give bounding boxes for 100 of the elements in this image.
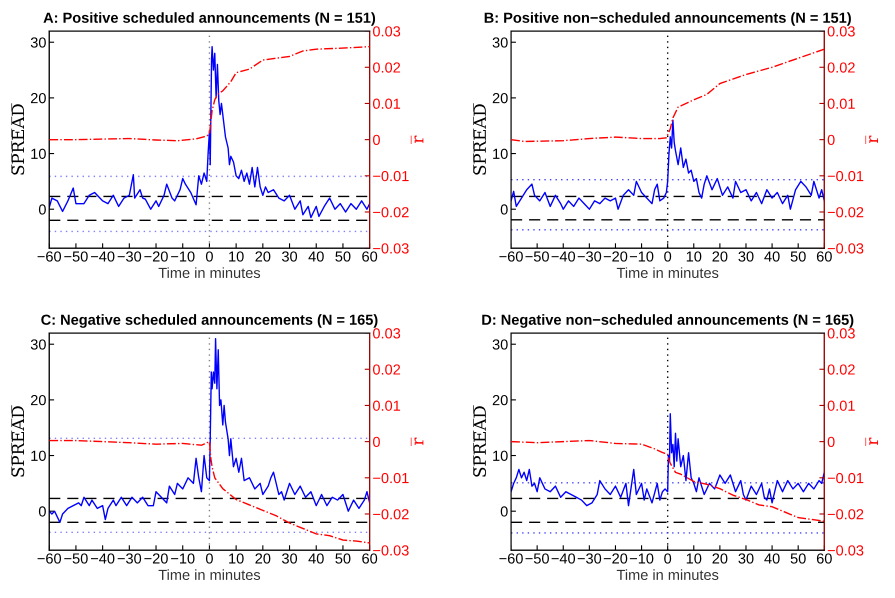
y-tick-label: 0	[38, 204, 46, 215]
y2-tick-label: −0.01	[828, 472, 864, 484]
x-tick-label: 40	[308, 553, 324, 564]
y2-tick-label: −0.02	[828, 207, 864, 218]
x-tick-label: 20	[255, 553, 270, 564]
y-tick-label: 0	[500, 204, 508, 215]
y-tick-label: 30	[30, 37, 46, 48]
y-tick-label: 30	[492, 37, 508, 48]
y2-tick-label: 0	[828, 134, 835, 146]
x-tick-label: −60	[38, 553, 62, 564]
y2-tick-label: −0.01	[373, 170, 409, 182]
y-tick-label: 20	[492, 394, 508, 406]
x-tick-label: −50	[526, 251, 549, 262]
x-tick-label: 50	[335, 251, 350, 262]
line-series	[49, 440, 370, 544]
y2-tick-label: −0.02	[373, 207, 409, 218]
x-tick-label: −20	[604, 553, 628, 564]
x-tick-label: −60	[38, 251, 62, 262]
y-tick-label: 20	[492, 92, 508, 104]
y2-tick-label: 0.03	[372, 26, 400, 37]
x-tick-label: 10	[686, 553, 702, 564]
chart-title: D: Negative non−scheduled announcements (N = 165)	[482, 314, 854, 328]
x-tick-label: −40	[552, 251, 576, 262]
x-tick-label: −50	[526, 553, 549, 564]
x-tick-label: 50	[335, 553, 350, 564]
x-tick-label: 0	[664, 251, 672, 262]
x-axis-title: Time in minutes	[616, 267, 718, 278]
y2-tick-label: 0.01	[372, 400, 400, 411]
y-tick-label: 20	[30, 92, 46, 104]
x-tick-label: 40	[764, 251, 780, 262]
y-tick-label: 10	[31, 148, 46, 159]
x-tick-label: 50	[790, 251, 806, 262]
x-tick-label: 40	[308, 251, 324, 262]
x-axis-title: Time in minutes	[158, 267, 260, 278]
y2-tick-label: 0.03	[372, 328, 400, 339]
y-tick-label: 30	[30, 339, 46, 350]
x-tick-label: −10	[630, 251, 654, 262]
y2-tick-label: 0	[372, 134, 380, 146]
y-tick-label: 0	[500, 506, 508, 517]
chart-title: A: Positive scheduled announcements (N = 151)	[43, 12, 376, 26]
y2-tick-label: 0.02	[828, 364, 855, 375]
y2-tick-label: 0.03	[828, 328, 855, 339]
x-tick-label: −30	[578, 251, 602, 262]
x-tick-label: −40	[90, 553, 114, 564]
x-tick-label: −60	[499, 553, 523, 564]
chart-title: B: Positive non−scheduled announcements (N = 151)	[484, 12, 851, 26]
x-tick-label: 0	[206, 251, 213, 262]
line-series	[511, 413, 824, 506]
x-tick-label: −20	[144, 553, 168, 564]
x-tick-label: 50	[790, 553, 806, 564]
x-tick-label: 30	[282, 251, 298, 262]
y2-tick-label: 0.02	[372, 364, 400, 375]
x-tick-label: 0	[664, 553, 672, 564]
x-tick-label: −10	[630, 553, 654, 564]
x-tick-label: −40	[90, 251, 114, 262]
x-tick-label: −50	[64, 251, 88, 262]
x-tick-label: −50	[64, 553, 88, 564]
y-tick-label: 10	[493, 450, 508, 461]
chart-title: C: Negative scheduled announcements (N = 165)	[41, 314, 378, 328]
x-tick-label: −20	[144, 251, 168, 262]
y2-tick-label: 0.02	[828, 62, 855, 73]
x-tick-label: −20	[604, 251, 628, 262]
x-tick-label: 0	[206, 553, 213, 564]
x-tick-label: 10	[686, 251, 702, 262]
line-series	[49, 338, 370, 524]
x-tick-label: −30	[118, 251, 142, 262]
y2-tick-label: 0	[372, 436, 380, 448]
x-axis-title: Time in minutes	[616, 569, 718, 580]
x-tick-label: 30	[738, 251, 754, 262]
y-tick-label: 30	[492, 339, 508, 350]
line-series	[511, 440, 824, 522]
x-tick-label: −10	[171, 251, 195, 262]
x-tick-label: 30	[282, 553, 298, 564]
y-axis-title: S̅P̅R̅E̅A̅D̅	[11, 405, 24, 477]
y2-tick-label: −0.01	[828, 170, 864, 182]
y2-tick-label: −0.02	[828, 509, 864, 520]
y-tick-label: 10	[31, 450, 46, 461]
y2-axis-title: r̅	[410, 136, 424, 144]
y-axis-title: S̅P̅R̅E̅A̅D̅	[473, 405, 486, 477]
x-tick-label: 10	[229, 553, 244, 564]
x-tick-label: 10	[229, 251, 244, 262]
y2-tick-label: 0.01	[828, 98, 855, 109]
y2-axis-title: r̅	[410, 438, 424, 446]
x-tick-label: −40	[552, 553, 576, 564]
y-axis-title: S̅P̅R̅E̅A̅D̅	[473, 103, 486, 175]
y-tick-label: 10	[493, 148, 508, 159]
x-tick-label: 20	[712, 553, 728, 564]
line-series	[49, 46, 370, 142]
y-axis-title: S̅P̅R̅E̅A̅D̅	[11, 103, 24, 175]
y2-tick-label: 0.03	[828, 26, 855, 37]
line-series	[511, 119, 824, 210]
x-tick-label: −30	[118, 553, 142, 564]
y2-axis-title: r̅	[865, 438, 878, 446]
x-tick-label: 40	[764, 553, 780, 564]
y-tick-label: 20	[30, 394, 46, 406]
y2-tick-label: 0	[828, 436, 835, 448]
y2-tick-label: −0.01	[373, 472, 409, 484]
y-tick-label: 0	[38, 506, 46, 517]
x-tick-label: −10	[171, 553, 195, 564]
y2-tick-label: 0.01	[828, 400, 855, 411]
